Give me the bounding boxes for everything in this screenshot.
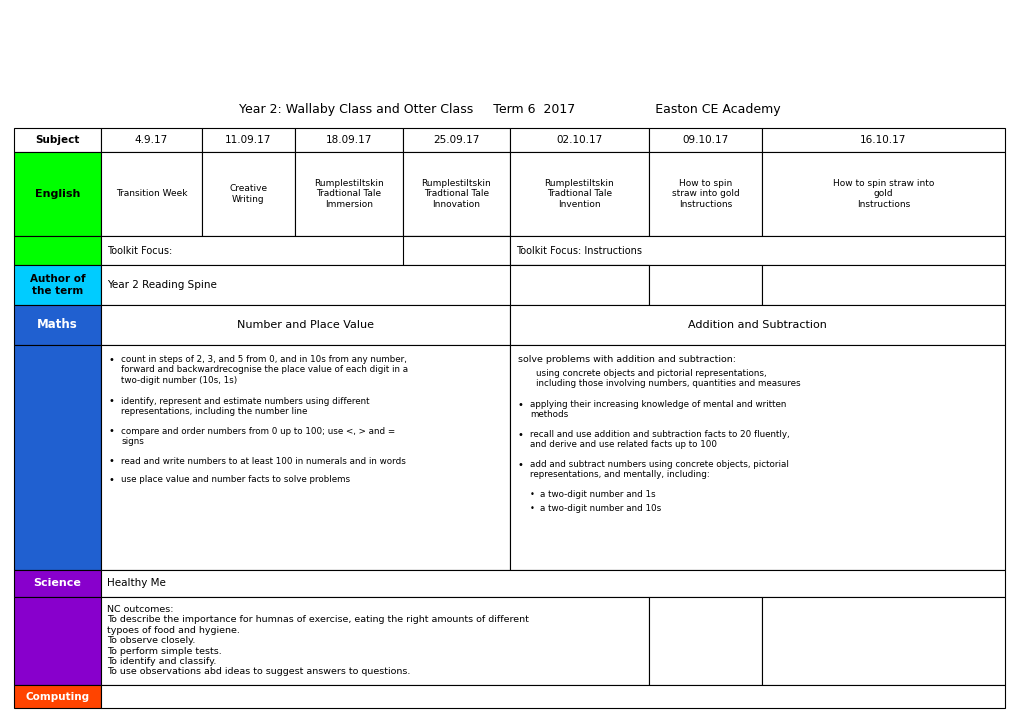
Text: Creative
Writing: Creative Writing (229, 184, 267, 204)
Bar (403, 236, 510, 265)
Bar (510, 305, 1004, 345)
Text: 4.9.17: 4.9.17 (135, 135, 168, 145)
Bar (510, 236, 1004, 265)
Bar (648, 265, 761, 305)
Bar (101, 597, 648, 685)
Text: 18.09.17: 18.09.17 (325, 135, 372, 145)
Bar (510, 345, 1004, 570)
Text: How to spin
straw into gold
Instructions: How to spin straw into gold Instructions (671, 179, 739, 209)
Text: 09.10.17: 09.10.17 (682, 135, 728, 145)
Text: Healthy Me: Healthy Me (107, 578, 166, 588)
Bar (761, 265, 1004, 305)
Text: 25.09.17: 25.09.17 (433, 135, 479, 145)
Text: recall and use addition and subtraction facts to 20 fluently,
and derive and use: recall and use addition and subtraction … (530, 430, 789, 449)
Text: •: • (109, 355, 115, 365)
Text: •: • (518, 430, 524, 440)
Text: NC outcomes:
To describe the importance for humnas of exercise, eating the right: NC outcomes: To describe the importance … (107, 605, 529, 676)
Text: compare and order numbers from 0 up to 100; use <, > and =
signs: compare and order numbers from 0 up to 1… (121, 426, 395, 446)
Text: 02.10.17: 02.10.17 (555, 135, 602, 145)
Text: 16.10.17: 16.10.17 (859, 135, 906, 145)
Text: How to spin straw into
gold
Instructions: How to spin straw into gold Instructions (832, 179, 933, 209)
Text: Year 2: Wallaby Class and Otter Class     Term 6  2017                    Easton: Year 2: Wallaby Class and Otter Class Te… (238, 104, 781, 117)
Text: Rumplestiltskin
Tradtional Tale
Innovation: Rumplestiltskin Tradtional Tale Innovati… (421, 179, 491, 209)
Text: a two-digit number and 10s: a two-digit number and 10s (539, 504, 660, 513)
Text: Author of
the term: Author of the term (30, 274, 86, 296)
Bar (101, 685, 1004, 708)
Bar (14, 345, 101, 570)
Bar (14, 236, 101, 265)
Text: identify, represent and estimate numbers using different
representations, includ: identify, represent and estimate numbers… (121, 397, 369, 416)
Bar (648, 152, 761, 236)
Bar (101, 305, 510, 345)
Bar (101, 152, 202, 236)
Bar (14, 128, 101, 152)
Bar (761, 152, 1004, 236)
Bar (648, 128, 761, 152)
Text: using concrete objects and pictorial representations,
including those involving : using concrete objects and pictorial rep… (535, 369, 800, 388)
Text: use place value and number facts to solve problems: use place value and number facts to solv… (121, 475, 350, 484)
Text: English: English (35, 189, 81, 199)
Bar (14, 265, 101, 305)
Bar (510, 152, 648, 236)
Text: read and write numbers to at least 100 in numerals and in words: read and write numbers to at least 100 i… (121, 456, 406, 466)
Text: count in steps of 2, 3, and 5 from 0, and in 10s from any number,
forward and ba: count in steps of 2, 3, and 5 from 0, an… (121, 355, 408, 384)
Text: Number and Place Value: Number and Place Value (236, 320, 374, 330)
Text: Subject: Subject (36, 135, 79, 145)
Bar (202, 128, 294, 152)
Bar (648, 597, 761, 685)
Bar (202, 152, 294, 236)
Text: Year 2 Reading Spine: Year 2 Reading Spine (107, 280, 217, 290)
Text: Addition and Subtraction: Addition and Subtraction (688, 320, 826, 330)
Bar (294, 152, 403, 236)
Text: Science: Science (34, 578, 82, 588)
Text: Rumplestiltskin
Tradtional Tale
Immersion: Rumplestiltskin Tradtional Tale Immersio… (314, 179, 383, 209)
Bar (510, 128, 648, 152)
Bar (14, 597, 101, 685)
Text: Rumplestiltskin
Tradtional Tale
Invention: Rumplestiltskin Tradtional Tale Inventio… (544, 179, 613, 209)
Text: •: • (518, 460, 524, 470)
Text: •: • (530, 504, 534, 513)
Text: solve problems with addition and subtraction:: solve problems with addition and subtrac… (518, 355, 736, 364)
Text: •: • (530, 490, 534, 499)
Bar (294, 128, 403, 152)
Bar (101, 570, 1004, 597)
Text: add and subtract numbers using concrete objects, pictorial
representations, and : add and subtract numbers using concrete … (530, 460, 788, 480)
Text: •: • (109, 475, 115, 485)
Bar (761, 597, 1004, 685)
Text: •: • (109, 456, 115, 467)
Bar (14, 685, 101, 708)
Bar (403, 128, 510, 152)
Text: Maths: Maths (37, 318, 77, 331)
Bar (101, 128, 202, 152)
Text: Transition Week: Transition Week (115, 189, 187, 199)
Bar (14, 570, 101, 597)
Text: 11.09.17: 11.09.17 (225, 135, 271, 145)
Text: Computing: Computing (25, 691, 90, 701)
Text: a two-digit number and 1s: a two-digit number and 1s (539, 490, 655, 499)
Text: Toolkit Focus: Instructions: Toolkit Focus: Instructions (516, 246, 641, 256)
Text: •: • (109, 397, 115, 407)
Text: •: • (518, 400, 524, 410)
Bar (761, 128, 1004, 152)
Bar (101, 265, 648, 305)
Bar (14, 305, 101, 345)
Bar (403, 152, 510, 236)
Text: •: • (109, 426, 115, 436)
Bar (101, 236, 510, 265)
Text: Toolkit Focus:: Toolkit Focus: (107, 246, 172, 256)
Text: applying their increasing knowledge of mental and written
methods: applying their increasing knowledge of m… (530, 400, 786, 419)
Bar (510, 265, 648, 305)
Bar (101, 345, 510, 570)
Bar (14, 152, 101, 236)
